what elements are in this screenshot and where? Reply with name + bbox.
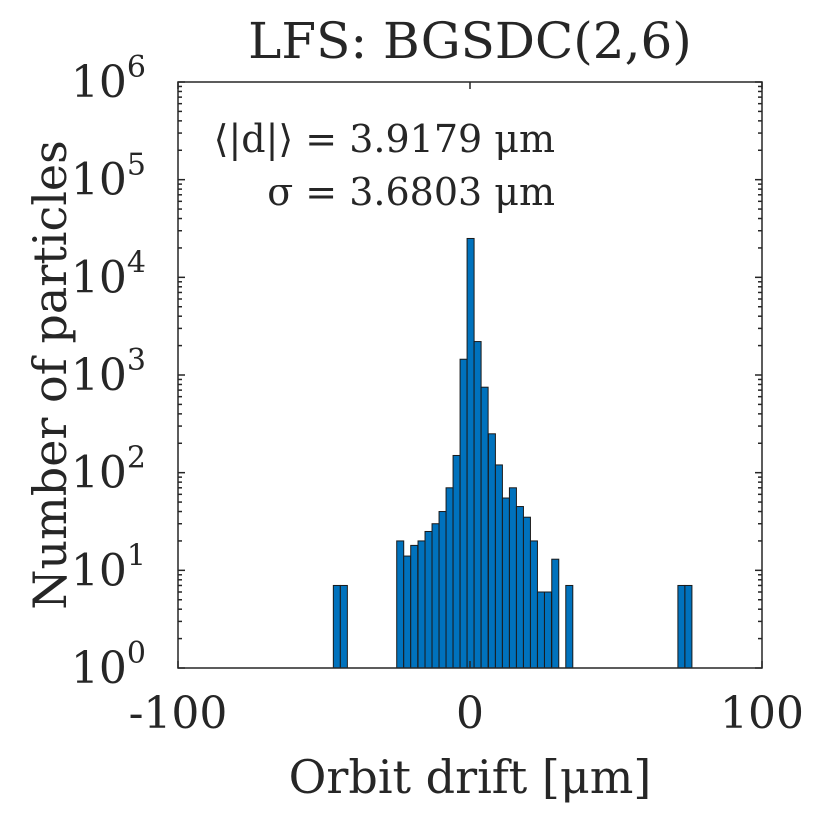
histogram-bar <box>515 506 524 669</box>
y-axis-label: Number of particles <box>23 140 77 609</box>
histogram-bar <box>445 487 454 669</box>
histogram-bar <box>396 540 405 669</box>
y-tick-label: 106 <box>71 50 146 108</box>
histogram-bar <box>487 433 496 669</box>
histogram-bar <box>473 341 482 669</box>
x-tick-label: 100 <box>720 688 804 739</box>
histogram-bar <box>417 540 426 669</box>
histogram-bar <box>438 511 447 669</box>
histogram-bar <box>529 540 538 669</box>
histogram-bar <box>431 523 440 669</box>
histogram-bar <box>466 237 475 669</box>
chart-title: LFS: BGSDC(2,6) <box>248 12 692 70</box>
histogram-bar <box>522 516 531 669</box>
y-tick-label: 100 <box>71 636 146 694</box>
y-tick-label: 102 <box>71 441 146 499</box>
plot-area-frame <box>177 81 763 669</box>
y-tick-label: 105 <box>71 148 146 206</box>
histogram-bar <box>403 555 412 669</box>
y-tick-labels: 100 101 102 103 104 105 106 <box>71 50 146 694</box>
histogram-bar <box>480 386 489 669</box>
x-tick-label: -100 <box>129 688 228 739</box>
histogram-bar <box>508 487 517 669</box>
y-tick-label: 103 <box>71 343 146 401</box>
histogram-bar <box>536 591 545 669</box>
histogram-bar <box>565 584 574 669</box>
y-tick-label: 101 <box>71 538 146 596</box>
annotation-sigma: σ = 3.6803 μm <box>267 170 555 214</box>
histogram-bar <box>452 454 461 669</box>
y-tick-label: 104 <box>71 245 146 303</box>
histogram-bar <box>339 584 348 669</box>
histogram-bar <box>410 544 419 669</box>
histogram-bar <box>494 464 503 669</box>
annotation-mean: ⟨|d|⟩ = 3.9179 μm <box>214 117 555 161</box>
x-axis-label: Orbit drift [μm] <box>289 750 652 804</box>
histogram-bar <box>677 584 686 669</box>
histogram-bar <box>551 558 560 669</box>
histogram-bar <box>501 497 510 669</box>
histogram-bar <box>459 358 468 669</box>
histogram-bar <box>424 530 433 669</box>
x-tick-labels: -100 0 100 <box>129 688 804 739</box>
histogram-bar <box>684 584 693 669</box>
histogram-bar <box>332 584 341 669</box>
bars-group <box>332 237 693 669</box>
x-tick-label: 0 <box>456 688 484 739</box>
histogram-bar <box>543 591 552 669</box>
